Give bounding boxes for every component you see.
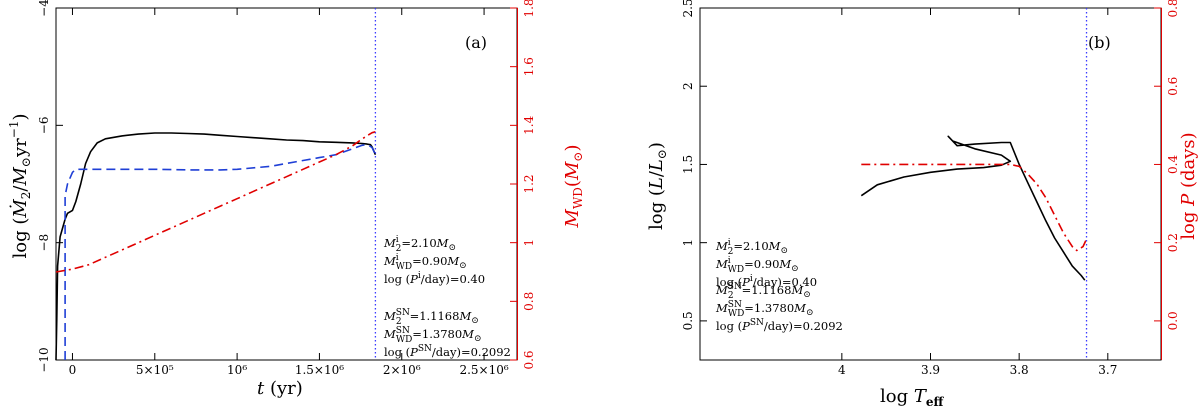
x-tick-label-a-1: 5×10⁵ — [136, 363, 174, 377]
y-tick-label-right-a-5: 0.8 — [522, 292, 536, 311]
right-axis-line-b — [1161, 8, 1162, 360]
y-axis-title-left-b: log (L/L⊙) — [646, 142, 669, 230]
y-tick-label-right-b-2: 0.4 — [1166, 155, 1180, 174]
x-tick-label-a-3: 1.5×10⁶ — [295, 363, 344, 377]
svg-text:Mi2=2.10M⊙: Mi 2=2.10M⊙ — [715, 238, 788, 257]
x-tick-label-b-0: 4 — [838, 363, 846, 377]
y-tick-label-right-b-4: 0.0 — [1166, 311, 1180, 330]
y-tick-label-right-a-3: 1.2 — [522, 174, 536, 193]
right-axis-line-a — [517, 8, 518, 360]
series-line-b-0 — [860, 135, 1086, 281]
x-tick-label-a-4: 2×10⁶ — [383, 363, 421, 377]
series-line-a-2 — [55, 131, 376, 273]
y-tick-label-right-a-0: 1.8 — [522, 0, 536, 18]
panel-a: 0 5×10⁵ 10⁶ 1.5×10⁶ 2×10⁶ 2.5×10⁶ −4 −6 −8 −10 1.8… — [7, 0, 585, 399]
x-axis-title-a: t (yr) — [257, 378, 303, 399]
y-tick-label-right-b-3: 0.2 — [1166, 233, 1180, 252]
svg-text:log (Pi/day)=0.40: log (Pi/day)=0.40 — [716, 274, 817, 289]
series-line-a-1 — [64, 143, 377, 360]
annotation-initial-b: Mi 2=2.10M⊙ Mi WD=0.90M⊙ log (Pi/day)=0.40 — [715, 238, 817, 289]
svg-text:log (PSN/day)=0.2092: log (PSN/day)=0.2092 — [716, 318, 843, 333]
y-tick-label-left-a-0: −4 — [37, 0, 51, 17]
y-tick-label-left-a-2: −8 — [37, 234, 51, 252]
x-tick-label-b-2: 3.8 — [1010, 363, 1029, 377]
annotation-initial-a: Mi 2=2.10M⊙ Mi WD=0.90M⊙ log (Pi/day)=0.40 — [383, 235, 485, 286]
svg-text:log (PSN/day)=0.2092: log (PSN/day)=0.2092 — [384, 344, 511, 359]
x-tick-label-b-1: 3.9 — [921, 363, 940, 377]
y-tick-label-right-b-1: 0.6 — [1166, 77, 1180, 96]
y-tick-label-left-b-3: 1 — [681, 239, 695, 247]
x-tick-label-a-5: 2.5×10⁶ — [459, 363, 508, 377]
panel-b: 4 3.9 3.8 3.7 2.5 2 1.5 1 0.5 0.8 0.6 0.4 0.2 0.0 (b)… — [646, 0, 1199, 409]
series-a — [55, 131, 377, 361]
y-tick-label-right-b-0: 0.8 — [1166, 0, 1180, 18]
y-tick-label-left-b-0: 2.5 — [681, 0, 695, 18]
panel-label-b: (b) — [1088, 33, 1111, 52]
y-tick-label-left-a-1: −6 — [37, 116, 51, 134]
y-axis-title-left-a: log (Ṁ2/M⊙yr−1) — [7, 113, 33, 258]
y-tick-label-left-b-4: 0.5 — [681, 311, 695, 330]
series-b — [860, 135, 1088, 281]
ticks-a: 0 5×10⁵ 10⁶ 1.5×10⁶ 2×10⁶ 2.5×10⁶ −4 −6 −8 −10 1.8… — [37, 0, 536, 377]
y-tick-label-left-a-3: −10 — [37, 347, 51, 372]
panel-label-a: (a) — [465, 33, 487, 52]
ticks-b: 4 3.9 3.8 3.7 2.5 2 1.5 1 0.5 0.8 0.6 0.4 0.2 0.0 — [681, 0, 1180, 377]
y-tick-label-right-a-6: 0.6 — [522, 350, 536, 369]
y-tick-label-left-b-1: 2 — [681, 82, 695, 90]
series-line-b-1 — [861, 163, 1088, 252]
svg-text:log (Pi/day)=0.40: log (Pi/day)=0.40 — [384, 271, 485, 286]
y-tick-label-right-a-2: 1.4 — [522, 115, 536, 134]
annotation-sn-a: MSN 2 =1.1168M⊙ MSN WD=1.3780M⊙ log (PSN/da… — [383, 308, 511, 359]
x-axis-title-b: log Teff — [880, 386, 944, 409]
y-tick-label-right-a-4: 1 — [522, 239, 536, 247]
y-tick-label-left-b-2: 1.5 — [681, 155, 695, 174]
y-axis-title-right-a: MWD(M⊙) — [562, 145, 585, 229]
series-line-a-0 — [55, 132, 377, 361]
x-tick-label-a-2: 10⁶ — [227, 363, 247, 377]
x-tick-label-b-3: 3.7 — [1098, 363, 1117, 377]
svg-text:Mi2=2.10M⊙: Mi 2=2.10M⊙ — [383, 235, 456, 254]
x-tick-label-a-0: 0 — [69, 363, 77, 377]
y-axis-title-right-b: log P (days) — [1178, 132, 1199, 239]
annotation-sn-b: MSN 2 =1.1168M⊙ MSN WD=1.3780M⊙ log (PSN/da… — [715, 282, 843, 333]
plot-frame-a — [55, 7, 518, 361]
y-tick-label-right-a-1: 1.6 — [522, 57, 536, 76]
